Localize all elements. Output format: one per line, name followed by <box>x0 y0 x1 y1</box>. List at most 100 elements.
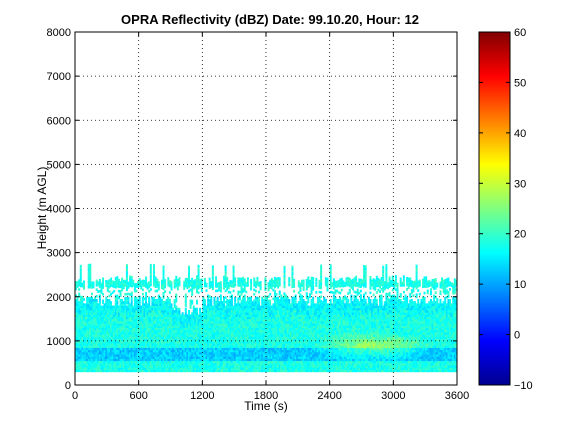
heatmap-cell <box>129 303 132 306</box>
heatmap-cell <box>283 307 286 311</box>
heatmap-cell <box>87 354 90 357</box>
heatmap-cell <box>103 334 106 337</box>
heatmap-cell <box>215 309 218 313</box>
heatmap-cell <box>202 323 205 326</box>
heatmap-cell <box>141 296 144 300</box>
heatmap-cell <box>237 354 240 357</box>
heatmap-cell <box>221 314 224 318</box>
heatmap-cell <box>159 349 162 353</box>
heatmap-cell <box>105 296 108 300</box>
heatmap-cell <box>283 285 286 289</box>
heatmap-cell <box>79 362 82 366</box>
heatmap-cell <box>175 293 178 297</box>
heatmap-cell <box>146 323 149 326</box>
heatmap-cell <box>184 302 187 305</box>
heatmap-cell <box>288 305 291 309</box>
heatmap-cell <box>238 367 241 370</box>
heatmap-cell <box>210 345 213 348</box>
heatmap-cell <box>203 327 206 331</box>
heatmap-cell <box>218 307 221 311</box>
heatmap-cell <box>191 334 194 337</box>
heatmap-cell <box>234 365 237 368</box>
heatmap-cell <box>106 351 109 355</box>
heatmap-cell <box>253 356 256 359</box>
heatmap-cell <box>216 354 219 357</box>
heatmap-cell <box>79 345 82 348</box>
heatmap-cell <box>173 356 176 359</box>
heatmap-cell <box>283 305 286 309</box>
heatmap-cell <box>137 314 140 318</box>
heatmap-cell <box>213 329 216 333</box>
heatmap-cell <box>264 356 267 359</box>
heatmap-cell <box>267 282 270 285</box>
heatmap-cell <box>82 340 85 344</box>
heatmap-cell <box>250 351 253 355</box>
heatmap-cell <box>130 356 133 359</box>
heatmap-cell <box>127 292 130 296</box>
heatmap-cell <box>195 275 198 278</box>
heatmap-cell <box>98 349 101 353</box>
heatmap-cell <box>143 349 146 353</box>
heatmap-cell <box>253 362 256 366</box>
heatmap-cell <box>226 276 229 280</box>
heatmap-cell <box>205 365 208 368</box>
heatmap-cell <box>89 338 92 342</box>
heatmap-cell <box>200 365 203 368</box>
heatmap-cell <box>89 265 92 269</box>
heatmap-cell <box>200 318 203 322</box>
heatmap-cell <box>232 283 235 286</box>
heatmap-cell <box>197 280 200 283</box>
heatmap-cell <box>202 327 205 331</box>
heatmap-cell <box>256 358 259 362</box>
heatmap-cell <box>199 321 202 324</box>
heatmap-cell <box>95 369 98 373</box>
heatmap-cell <box>84 325 87 329</box>
heatmap-cell <box>102 345 105 348</box>
heatmap-cell <box>98 358 101 362</box>
heatmap-cell <box>223 351 226 355</box>
heatmap-cell <box>258 323 261 326</box>
heatmap-cell <box>117 369 120 373</box>
heatmap-cell <box>122 362 125 366</box>
heatmap-cell <box>210 338 213 342</box>
heatmap-cell <box>133 329 136 333</box>
heatmap-cell <box>133 325 136 329</box>
heatmap-cell <box>226 338 229 342</box>
heatmap-cell <box>189 301 192 305</box>
heatmap-cell <box>127 318 130 322</box>
heatmap-cell <box>275 356 278 359</box>
heatmap-cell <box>82 369 85 373</box>
heatmap-cell <box>105 356 108 359</box>
heatmap-cell <box>103 316 106 320</box>
heatmap-cell <box>100 314 103 318</box>
heatmap-cell <box>283 274 286 278</box>
heatmap-cell <box>270 347 273 351</box>
heatmap-cell <box>243 296 246 300</box>
heatmap-cell <box>229 329 232 333</box>
heatmap-cell <box>189 329 192 333</box>
heatmap-cell <box>172 354 175 357</box>
heatmap-cell <box>121 301 124 304</box>
heatmap-cell <box>219 301 222 304</box>
heatmap-cell <box>124 296 127 300</box>
heatmap-cell <box>135 340 138 344</box>
heatmap-cell <box>199 358 202 362</box>
heatmap-cell <box>178 340 181 344</box>
heatmap-cell <box>267 343 270 346</box>
heatmap-cell <box>272 356 275 359</box>
heatmap-cell <box>266 369 268 373</box>
heatmap-cell <box>181 329 184 333</box>
heatmap-cell <box>127 283 130 287</box>
heatmap-cell <box>183 327 186 331</box>
heatmap-cell <box>216 323 219 326</box>
heatmap-cell <box>272 325 275 329</box>
heatmap-cell <box>272 362 275 366</box>
reflectivity-heatmap <box>75 263 458 373</box>
heatmap-cell <box>188 283 190 286</box>
heatmap-cell <box>221 327 224 331</box>
heatmap-cell <box>221 316 224 320</box>
heatmap-cell <box>160 298 163 302</box>
heatmap-cell <box>232 349 235 353</box>
heatmap-cell <box>84 349 87 353</box>
heatmap-cell <box>102 277 105 281</box>
